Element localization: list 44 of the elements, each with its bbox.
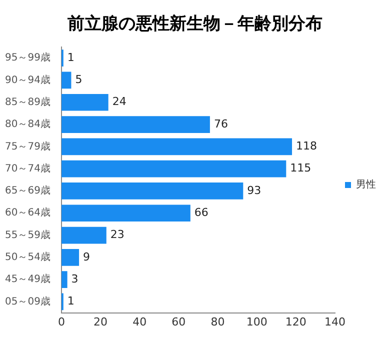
x-tick-label: 60 [172, 315, 186, 328]
legend-label: 男性 [356, 178, 376, 191]
bar [61, 72, 72, 89]
bar [61, 138, 292, 156]
data-label: 5 [75, 73, 82, 86]
x-tick-label: 20 [94, 315, 108, 328]
bar [61, 226, 106, 244]
y-tick-label: 80～84歳 [4, 118, 50, 130]
y-tick-label: 75～79歳 [4, 140, 50, 152]
data-label: 76 [214, 117, 228, 130]
bar [61, 94, 108, 111]
bar [61, 204, 190, 222]
data-label: 66 [194, 206, 208, 219]
bar [61, 160, 286, 178]
x-tick-label: 140 [324, 315, 346, 328]
y-tick-label: 45～49歳 [4, 273, 50, 286]
y-tick-label: 90～94歳 [4, 74, 50, 86]
y-tick-label: 95～99歳 [4, 52, 50, 64]
data-label: 24 [112, 95, 126, 108]
data-label: 115 [290, 162, 312, 175]
y-tick-label: 85～89歳 [4, 96, 50, 108]
data-label: 9 [83, 250, 90, 264]
y-tick-label: 55～59歳 [4, 228, 50, 241]
bar [61, 116, 210, 133]
y-tick-label: 50～54歳 [4, 251, 50, 264]
data-label: 3 [71, 272, 78, 286]
bar [61, 249, 80, 266]
x-tick-label: 0 [58, 315, 65, 328]
data-label: 23 [110, 228, 124, 242]
bar [61, 271, 68, 288]
data-label: 1 [67, 50, 74, 64]
x-tick-label: 40 [132, 315, 147, 328]
y-tick-label: 65～69歳 [4, 184, 50, 197]
data-label: 118 [296, 140, 318, 153]
y-tick-label: 05～09歳 [4, 295, 50, 308]
x-tick-label: 100 [246, 315, 268, 328]
chart-title: 前立腺の悪性新生物－年齢別分布 [66, 13, 324, 36]
x-tick-label: 80 [210, 315, 225, 328]
bar [61, 182, 244, 200]
y-tick-label: 70～74歳 [4, 162, 50, 174]
y-tick-label: 60～64歳 [4, 206, 50, 219]
data-label: 93 [247, 184, 262, 197]
x-tick-label: 120 [285, 315, 306, 328]
data-label: 1 [67, 294, 74, 308]
